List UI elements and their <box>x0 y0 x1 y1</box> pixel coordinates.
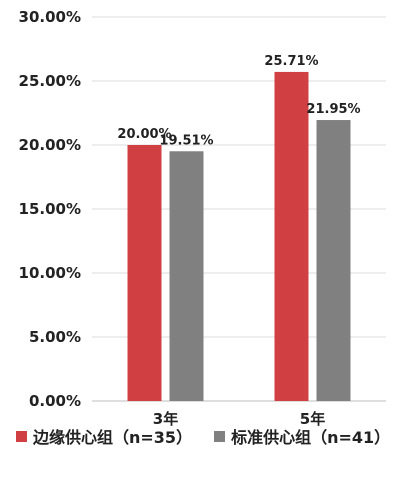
legend-label-marginal-donor: 边缘供心组（n=35） <box>33 428 193 447</box>
y-tick-label: 0.00% <box>29 392 81 410</box>
legend-item-marginal-donor: 边缘供心组（n=35） <box>16 424 192 448</box>
data-label: 19.51% <box>159 133 213 148</box>
y-axis-ticks: 0.00% 5.00% 10.00% 15.00% 20.00% 25.00% 30.00% <box>19 8 81 410</box>
bar-marginal-1 <box>274 71 309 402</box>
bar-standard-1 <box>316 120 351 401</box>
y-tick-label: 5.00% <box>29 328 81 346</box>
y-tick-label: 30.00% <box>19 8 81 26</box>
y-tick-label: 25.00% <box>19 72 81 90</box>
legend: 边缘供心组（n=35） 标准供心组（n=41） <box>16 424 390 448</box>
data-label: 25.71% <box>264 54 318 69</box>
legend-label-standard-donor: 标准供心组（n=41） <box>231 428 391 447</box>
bar-marginal-0 <box>127 145 162 401</box>
y-tick-label: 10.00% <box>19 264 81 282</box>
legend-swatch-standard-donor <box>214 430 226 442</box>
x-category-label: 5年 <box>300 410 325 428</box>
legend-swatch-marginal-donor <box>16 430 27 442</box>
data-label: 20.00% <box>117 127 171 142</box>
x-category-label: 3年 <box>153 410 178 428</box>
data-labels: 20.00%19.51% 25.71% 21.95% <box>117 54 360 148</box>
bars <box>127 71 351 402</box>
y-tick-label: 15.00% <box>19 200 81 218</box>
y-tick-label: 20.00% <box>19 136 81 154</box>
legend-item-standard-donor: 标准供心组（n=41） <box>214 424 390 448</box>
bar-standard-0 <box>169 151 204 401</box>
x-axis-categories: 3年 5年 <box>153 410 325 428</box>
data-label: 21.95% <box>306 102 360 117</box>
